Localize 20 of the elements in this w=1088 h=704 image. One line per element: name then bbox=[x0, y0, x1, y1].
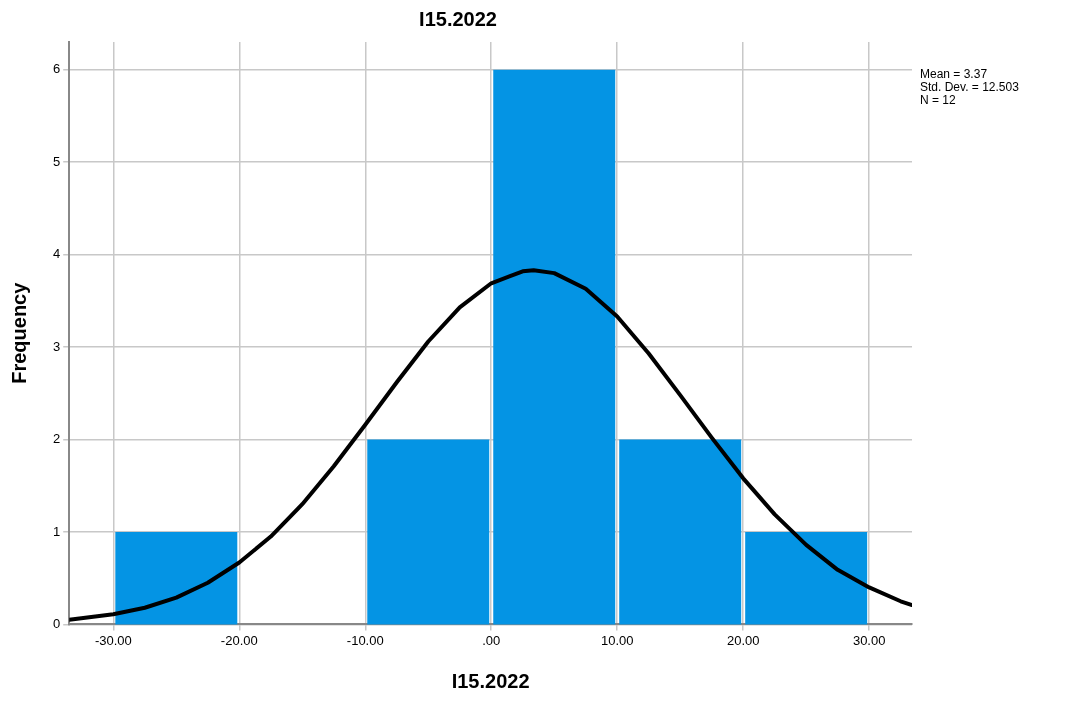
x-axis-title: I15.2022 bbox=[451, 669, 530, 692]
y-tick-label: 4 bbox=[53, 246, 61, 262]
y-tick-label: 1 bbox=[53, 523, 61, 539]
text: Mean = 3.37 bbox=[920, 67, 989, 81]
y-tick-label: 6 bbox=[53, 61, 61, 77]
x-tick-label: -10.00 bbox=[346, 632, 384, 648]
y-tick-label: 3 bbox=[53, 338, 61, 354]
text: N = 12 bbox=[920, 93, 957, 107]
x-tick-label: 20.00 bbox=[726, 632, 760, 648]
x-tick-label: 30.00 bbox=[852, 632, 886, 648]
x-tick-label: .00 bbox=[482, 632, 501, 648]
x-tick-label: 10.00 bbox=[600, 632, 634, 648]
chart-title: I15.2022 bbox=[419, 7, 497, 30]
x-tick-label: -30.00 bbox=[94, 632, 132, 648]
y-tick-label: 0 bbox=[53, 615, 61, 631]
y-tick-label: 2 bbox=[53, 431, 61, 447]
y-axis-title: Frequency bbox=[7, 281, 30, 384]
text: Std. Dev. = 12.503 bbox=[920, 80, 1019, 94]
y-tick-label: 5 bbox=[53, 153, 61, 169]
x-tick-label: -20.00 bbox=[220, 632, 258, 648]
